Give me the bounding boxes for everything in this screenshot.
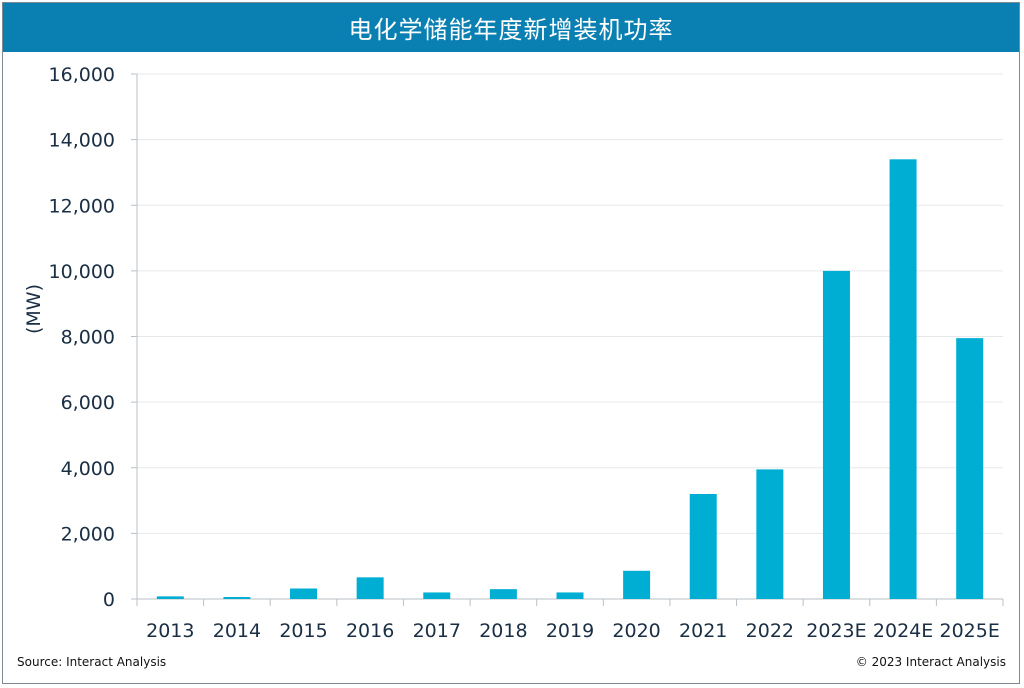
y-tick-label: 12,000 [49, 195, 115, 217]
bar-2017 [423, 592, 451, 599]
y-tick-label: 6,000 [61, 392, 115, 414]
y-tick-label: 2,000 [61, 523, 115, 545]
bar-2025E [956, 338, 984, 599]
y-tick-label: 4,000 [61, 458, 115, 480]
bar-2016 [356, 577, 384, 599]
y-tick-label: 16,000 [49, 64, 115, 86]
x-tick-label: 2018 [479, 620, 527, 642]
x-tick-label: 2020 [612, 620, 660, 642]
x-tick-label: 2022 [746, 620, 794, 642]
x-tick-label: 2023E [806, 620, 866, 642]
bar-2024E [889, 159, 917, 599]
y-tick-label: 0 [103, 589, 115, 611]
bar-2020 [623, 570, 651, 599]
x-tick-label: 2019 [546, 620, 594, 642]
y-tick-label: 10,000 [49, 261, 115, 283]
source-note: Source: Interact Analysis [17, 655, 167, 669]
y-axis-label: (MW) [23, 284, 45, 334]
y-tick-label: 8,000 [61, 327, 115, 349]
chart-title: 电化学储能年度新增装机功率 [3, 3, 1019, 52]
bar-2021 [689, 494, 717, 599]
x-tick-label: 2021 [679, 620, 727, 642]
copyright-note: © 2023 Interact Analysis [855, 655, 1006, 669]
bar-2015 [290, 588, 318, 599]
bar-2019 [556, 592, 584, 599]
x-tick-label: 2014 [213, 620, 261, 642]
bar-2013 [156, 596, 184, 599]
x-tick-label: 2025E [940, 620, 1000, 642]
bar-2022 [756, 469, 784, 599]
bar-2018 [489, 589, 517, 599]
bars [156, 159, 984, 599]
x-tick-label: 2015 [279, 620, 327, 642]
axes [131, 73, 1004, 606]
bar-2014 [223, 597, 251, 599]
x-tick-label: 2016 [346, 620, 394, 642]
x-tick-label: 2017 [413, 620, 461, 642]
bar-2023E [822, 270, 850, 599]
grid-lines [137, 73, 1003, 534]
y-tick-label: 14,000 [49, 130, 115, 152]
x-tick-label: 2024E [873, 620, 933, 642]
x-tick-label: 2013 [146, 620, 194, 642]
tick-labels: 0 2,000 4,000 6,000 8,000 10,000 12,000 14,000 1… [49, 64, 1000, 642]
